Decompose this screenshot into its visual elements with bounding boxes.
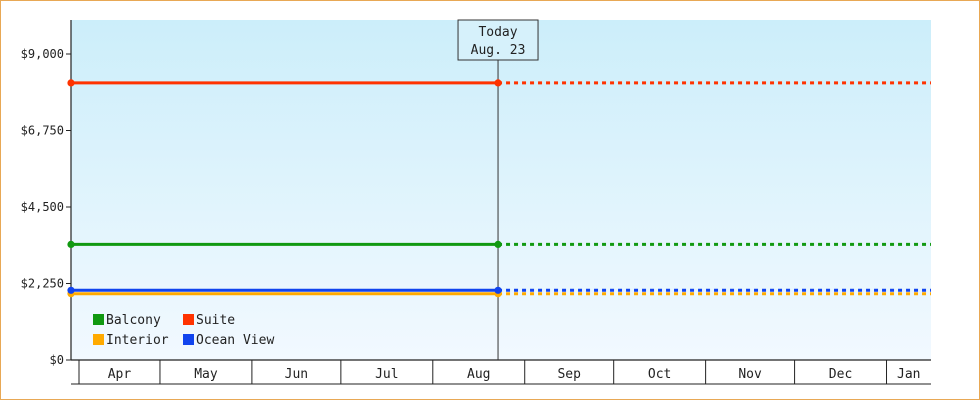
series-point (67, 240, 75, 248)
y-axis: $0 $2,250 $4,500 $6,750 $9,000 (21, 20, 72, 367)
y-tick-label: $2,250 (21, 277, 64, 291)
legend-swatch (183, 314, 194, 325)
today-marker: Today Aug. 23 (457, 19, 539, 360)
legend-label: Suite (196, 313, 235, 328)
month-label: Oct (648, 367, 671, 382)
legend-label: Interior (106, 333, 169, 348)
legend-swatch (93, 334, 104, 345)
today-box (457, 19, 539, 61)
series-point (67, 79, 75, 87)
series-lines (67, 79, 931, 298)
month-label: Aug (467, 367, 490, 382)
legend-swatch (183, 334, 194, 345)
series-point (494, 286, 502, 294)
x-axis: Apr May Jun Jul Aug Sep Oct Nov Dec Jan (71, 359, 931, 385)
month-label: Jul (375, 367, 398, 382)
legend-swatch (93, 314, 104, 325)
month-label: Jan (897, 367, 920, 382)
y-tick-label: $0 (50, 353, 64, 367)
month-label: Dec (829, 367, 852, 382)
legend: Balcony Suite Interior Ocean View (93, 313, 274, 348)
today-label: Today (478, 25, 517, 40)
legend-label: Ocean View (196, 333, 274, 348)
plot-area (71, 20, 931, 360)
month-label: Jun (285, 367, 308, 382)
y-tick-label: $9,000 (21, 47, 64, 61)
today-label: Aug. 23 (471, 43, 526, 58)
legend-label: Balcony (106, 313, 161, 328)
month-label: Nov (738, 367, 762, 382)
month-label: Sep (557, 367, 581, 382)
y-tick-label: $6,750 (21, 124, 64, 138)
month-label: May (194, 367, 218, 382)
series-point (494, 240, 502, 248)
y-tick-label: $4,500 (21, 200, 64, 214)
month-label: Apr (108, 367, 132, 382)
series-point (494, 79, 502, 87)
series-point (67, 286, 75, 294)
